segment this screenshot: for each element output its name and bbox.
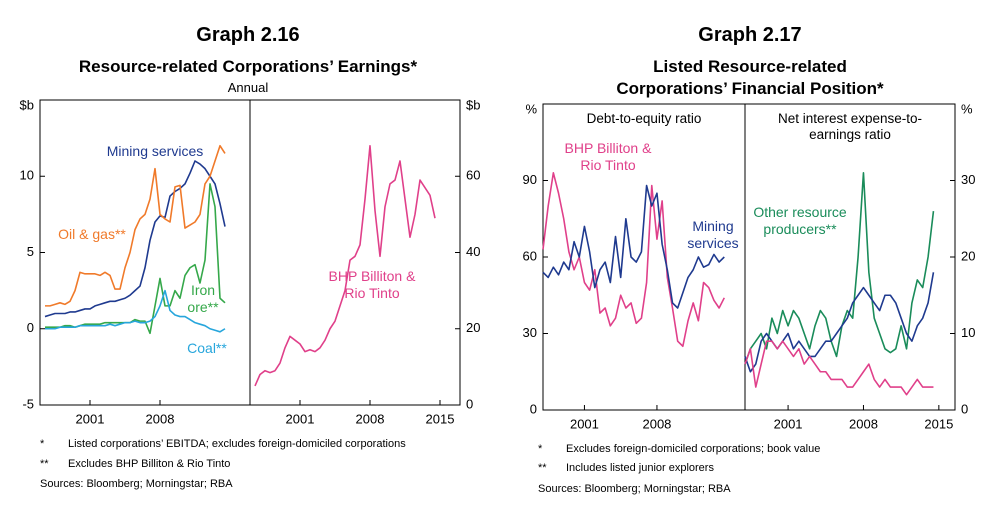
series-label: Oil & gas** bbox=[58, 226, 126, 242]
note: Excludes BHP Billiton & Rio Tinto bbox=[68, 458, 231, 470]
x-tick-label: 2001 bbox=[286, 411, 315, 426]
graph-title: Listed Resource-related bbox=[653, 57, 847, 76]
x-tick-label: 2008 bbox=[849, 416, 878, 431]
y-tick-label: 20 bbox=[961, 248, 975, 263]
note-mark: ** bbox=[40, 458, 49, 470]
series-line bbox=[254, 144, 436, 387]
note: Excludes foreign-domiciled corporations;… bbox=[566, 443, 821, 455]
y-tick-label: 0 bbox=[961, 401, 968, 416]
graph-title: Resource-related Corporations’ Earnings* bbox=[78, 57, 418, 76]
sources: Sources: Bloomberg; Morningstar; RBA bbox=[40, 478, 233, 490]
graph-label: Graph 2.16 bbox=[196, 24, 300, 46]
graph-title: Corporations’ Financial Position* bbox=[616, 79, 884, 98]
x-tick-label: 2015 bbox=[426, 411, 455, 426]
y-tick-label: -5 bbox=[22, 396, 34, 411]
y-tick-label: 0 bbox=[530, 401, 537, 416]
series-line bbox=[542, 184, 725, 309]
y-tick-label: 60 bbox=[523, 248, 537, 263]
panel-title: Net interest expense-to-earnings ratio bbox=[777, 111, 923, 142]
note: Includes listed junior explorers bbox=[566, 462, 714, 474]
series-line bbox=[542, 172, 725, 348]
x-tick-label: 2008 bbox=[146, 411, 175, 426]
y-axis-unit: $b bbox=[466, 97, 480, 112]
note-mark: * bbox=[40, 438, 45, 450]
x-tick-label: 2001 bbox=[774, 416, 803, 431]
note-mark: * bbox=[538, 443, 543, 455]
x-tick-label: 2015 bbox=[924, 416, 953, 431]
y-axis-unit: % bbox=[961, 101, 973, 116]
x-tick-label: 2001 bbox=[76, 411, 105, 426]
series-label: Other resource producers** bbox=[753, 204, 847, 237]
series-line bbox=[744, 340, 934, 396]
y-tick-label: 60 bbox=[466, 168, 480, 183]
y-tick-label: 10 bbox=[20, 168, 34, 183]
y-tick-label: 10 bbox=[961, 325, 975, 340]
y-axis-unit: $b bbox=[20, 97, 34, 112]
y-tick-label: 30 bbox=[523, 325, 537, 340]
series-label: Mining services bbox=[687, 218, 739, 251]
x-tick-label: 2001 bbox=[570, 416, 599, 431]
series-line bbox=[44, 160, 226, 318]
note-mark: ** bbox=[538, 462, 547, 474]
series-label: Coal** bbox=[187, 340, 227, 356]
y-tick-label: 40 bbox=[466, 244, 480, 259]
x-tick-label: 2008 bbox=[356, 411, 385, 426]
y-axis-unit: % bbox=[525, 101, 537, 116]
series-label: BHP Billiton & Rio Tinto bbox=[328, 268, 416, 301]
y-tick-label: 5 bbox=[27, 244, 34, 259]
y-tick-label: 0 bbox=[466, 396, 473, 411]
panel-frame bbox=[744, 103, 956, 411]
sources: Sources: Bloomberg; Morningstar; RBA bbox=[538, 483, 731, 495]
series-label: BHP Billiton & Rio Tinto bbox=[564, 140, 652, 173]
y-tick-label: 30 bbox=[961, 172, 975, 187]
note: Listed corporations’ EBITDA; excludes fo… bbox=[68, 438, 406, 450]
y-tick-label: 0 bbox=[27, 320, 34, 335]
series-line bbox=[45, 144, 226, 307]
y-tick-label: 90 bbox=[523, 172, 537, 187]
graph-subtitle: Annual bbox=[227, 80, 269, 95]
series-label: Iron ore** bbox=[187, 282, 219, 315]
series-line bbox=[744, 172, 935, 365]
series-label: Mining services bbox=[106, 143, 204, 159]
panel-title: Debt-to-equity ratio bbox=[586, 111, 702, 126]
x-tick-label: 2008 bbox=[642, 416, 671, 431]
graph-label: Graph 2.17 bbox=[698, 24, 802, 46]
series-line bbox=[45, 289, 226, 333]
y-tick-label: 20 bbox=[466, 320, 480, 335]
